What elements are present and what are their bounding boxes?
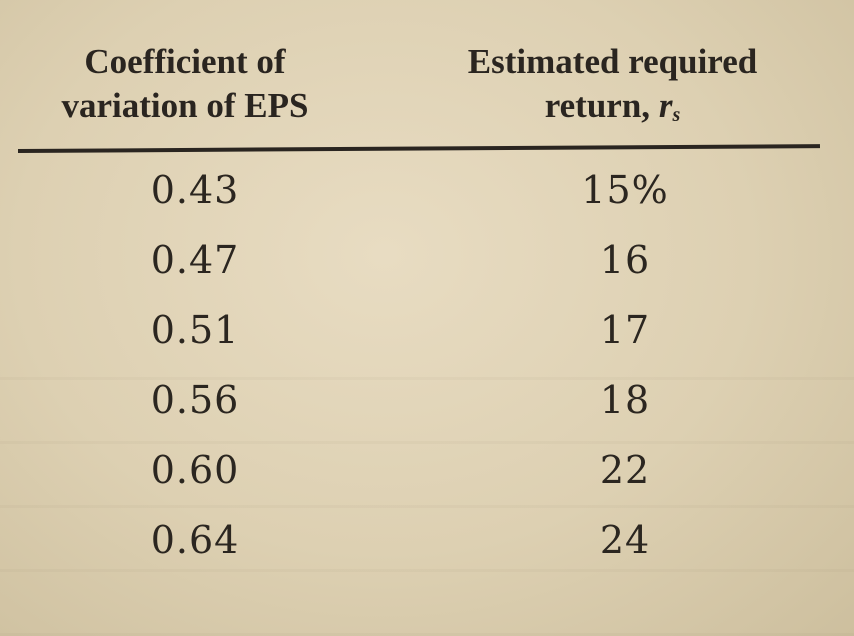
table-row: 0.60 22 [0,445,854,515]
header-col2-line1: Estimated required [467,42,758,81]
cv-cell: 0.51 [150,308,240,352]
table-row: 0.43 15% [0,165,854,235]
table-body: 0.43 15% 0.47 16 0.51 17 0.56 18 0.60 22… [0,165,854,585]
header-coefficient-of-variation: Coefficient of variation of EPS [10,40,360,128]
return-cell: 15% [581,168,669,212]
return-cell: 18 [599,378,651,422]
cv-cell: 0.64 [150,518,240,562]
header-col1-line2: variation of EPS [61,86,309,125]
header-col2-symbol: r [658,86,673,125]
return-cell: 24 [599,518,651,562]
table-row: 0.47 16 [0,235,854,305]
header-col1-line1: Coefficient of [84,42,286,81]
header-estimated-required-return: Estimated required return, rs [410,40,815,137]
cv-cell: 0.43 [150,168,240,212]
header-col2-subscript: s [672,104,681,126]
return-cell: 22 [599,448,651,492]
return-cell: 17 [599,308,651,352]
header-rule [17,144,820,153]
table-row: 0.56 18 [0,375,854,445]
cv-cell: 0.60 [150,448,240,492]
table-row: 0.51 17 [0,305,854,375]
cv-cell: 0.56 [150,378,240,422]
table-row: 0.64 24 [0,515,854,585]
header-col2-line2: return, rs [410,84,815,137]
cv-cell: 0.47 [150,238,240,282]
header-col2-return-text: return, [544,86,651,125]
return-cell: 16 [599,238,651,282]
